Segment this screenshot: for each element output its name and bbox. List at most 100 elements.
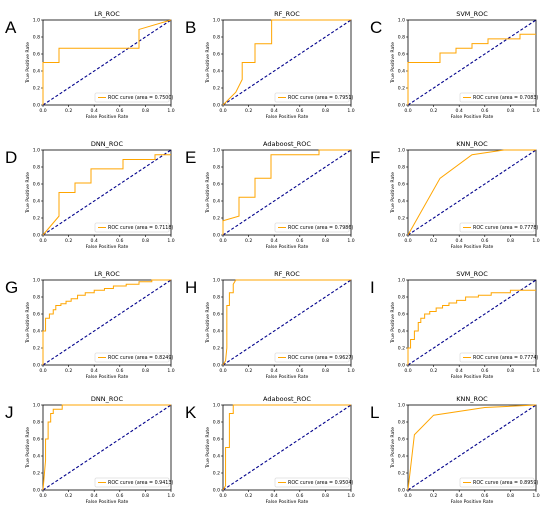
x-tick-label: 0.2 xyxy=(65,108,72,114)
y-tick-label: 0.4 xyxy=(213,454,220,460)
y-tick-label: 0.6 xyxy=(33,52,40,58)
x-axis-label: False Positive Rate xyxy=(86,499,129,505)
legend-box xyxy=(274,477,350,488)
x-tick-label: 0.2 xyxy=(65,493,72,499)
legend: ROC curve (area = 0.8249) xyxy=(94,352,173,363)
panel-letter: K xyxy=(185,403,197,422)
x-tick-label: 0.8 xyxy=(322,238,329,244)
y-tick-label: 0.6 xyxy=(33,312,40,318)
x-tick-label: 0.6 xyxy=(296,493,303,499)
x-tick-label: 0.6 xyxy=(481,368,488,374)
x-tick-label: 0.8 xyxy=(507,368,514,374)
x-tick-label: 0.2 xyxy=(245,108,252,114)
y-tick-label: 0.0 xyxy=(213,103,220,109)
y-tick-label: 0.6 xyxy=(398,312,405,318)
legend-label: ROC curve (area = 0.7774) xyxy=(473,355,538,361)
roc-curve-line xyxy=(222,279,351,366)
x-tick-label: 0.0 xyxy=(219,368,226,374)
chance-diagonal-line xyxy=(407,19,537,106)
x-tick-label: 0.8 xyxy=(507,493,514,499)
x-tick-label: 0.0 xyxy=(404,368,411,374)
x-tick-label: 0.8 xyxy=(142,493,149,499)
y-tick-label: 0.6 xyxy=(213,52,220,58)
legend-label: ROC curve (area = 0.7118) xyxy=(108,225,173,231)
legend-box xyxy=(459,222,535,233)
x-tick-label: 1.0 xyxy=(167,238,174,244)
chance-diagonal-line xyxy=(407,279,537,366)
x-tick-label: 0.2 xyxy=(245,238,252,244)
roc-curve-line xyxy=(222,404,351,491)
x-axis-label: False Positive Rate xyxy=(451,374,494,380)
chart-title: KNN_ROC xyxy=(456,395,488,403)
y-tick-label: 1.0 xyxy=(398,148,405,154)
y-axis-label: True Positive Rate xyxy=(390,427,396,469)
x-tick-label: 0.2 xyxy=(65,238,72,244)
panel-letter: H xyxy=(185,278,197,297)
y-tick-label: 0.2 xyxy=(213,86,220,92)
y-tick-label: 0.2 xyxy=(33,216,40,222)
y-tick-label: 0.2 xyxy=(213,346,220,352)
x-tick-label: 0.4 xyxy=(91,368,98,374)
y-tick-label: 0.0 xyxy=(398,363,405,369)
y-tick-label: 1.0 xyxy=(213,18,220,24)
chance-diagonal-line xyxy=(222,149,352,236)
x-tick-label: 0.0 xyxy=(219,238,226,244)
chance-diagonal-line xyxy=(407,404,537,491)
roc-curve-line xyxy=(42,154,171,236)
y-tick-label: 1.0 xyxy=(398,403,405,409)
y-tick-label: 1.0 xyxy=(33,403,40,409)
y-tick-label: 0.2 xyxy=(33,346,40,352)
y-tick-label: 0.6 xyxy=(213,312,220,318)
legend-box xyxy=(274,222,350,233)
y-tick-label: 0.0 xyxy=(33,488,40,494)
legend-label: ROC curve (area = 0.7500) xyxy=(108,95,173,101)
x-tick-label: 0.0 xyxy=(404,493,411,499)
y-tick-label: 1.0 xyxy=(33,278,40,284)
legend-label: ROC curve (area = 0.9627) xyxy=(288,355,353,361)
legend-box xyxy=(94,222,170,233)
chart-panel-c: C SVM_ROC 0.0 0.2 0.4 0.6 0.8 1.0 0.0 0.2 0.4 0.6 0.… xyxy=(370,10,540,120)
y-tick-label: 0.2 xyxy=(398,216,405,222)
chart-panel-h: H RF_ROC 0.0 0.2 0.4 0.6 0.8 1.0 0.0 0.2 0.4 0.6 0.8… xyxy=(185,270,355,380)
chart-title: Adaboost_ROC xyxy=(263,140,311,148)
chart-title: RF_ROC xyxy=(274,270,300,278)
y-tick-label: 0.8 xyxy=(398,165,405,171)
legend-label: ROC curve (area = 0.7986) xyxy=(288,225,353,231)
y-tick-label: 0.0 xyxy=(33,233,40,239)
chart-title: LR_ROC xyxy=(94,10,120,18)
y-tick-label: 0.6 xyxy=(33,437,40,443)
legend: ROC curve (area = 0.7778) xyxy=(459,222,538,233)
plot-frame xyxy=(222,149,352,236)
y-tick-label: 0.2 xyxy=(33,471,40,477)
legend-label: ROC curve (area = 0.8959) xyxy=(473,480,538,486)
x-tick-label: 1.0 xyxy=(532,493,539,499)
panel-letter: C xyxy=(370,18,382,37)
y-axis-label: True Positive Rate xyxy=(205,42,211,84)
legend-label: ROC curve (area = 0.8249) xyxy=(108,355,173,361)
y-tick-label: 0.6 xyxy=(398,437,405,443)
x-tick-label: 0.8 xyxy=(322,493,329,499)
roc-curve-line xyxy=(42,19,172,105)
x-axis-label: False Positive Rate xyxy=(266,114,309,120)
x-tick-label: 0.0 xyxy=(404,238,411,244)
plot-frame xyxy=(407,404,537,491)
y-tick-label: 0.0 xyxy=(213,233,220,239)
legend: ROC curve (area = 0.9627) xyxy=(274,352,353,363)
legend: ROC curve (area = 0.7500) xyxy=(94,92,173,103)
x-tick-label: 0.6 xyxy=(116,493,123,499)
x-axis-label: False Positive Rate xyxy=(451,499,494,505)
legend-label: ROC curve (area = 0.7083) xyxy=(473,95,538,101)
panel-letter: F xyxy=(370,148,380,167)
x-tick-label: 0.0 xyxy=(39,368,46,374)
panel-letter: B xyxy=(185,18,196,37)
panel-letter: L xyxy=(370,403,379,422)
y-tick-label: 0.0 xyxy=(213,363,220,369)
panel-letter: I xyxy=(370,278,375,297)
x-tick-label: 0.4 xyxy=(91,493,98,499)
y-tick-label: 0.4 xyxy=(33,199,40,205)
x-tick-label: 0.2 xyxy=(430,368,437,374)
x-axis-label: False Positive Rate xyxy=(451,244,494,250)
x-tick-label: 0.4 xyxy=(271,368,278,374)
legend: ROC curve (area = 0.7774) xyxy=(459,352,538,363)
y-tick-label: 0.4 xyxy=(398,69,405,75)
